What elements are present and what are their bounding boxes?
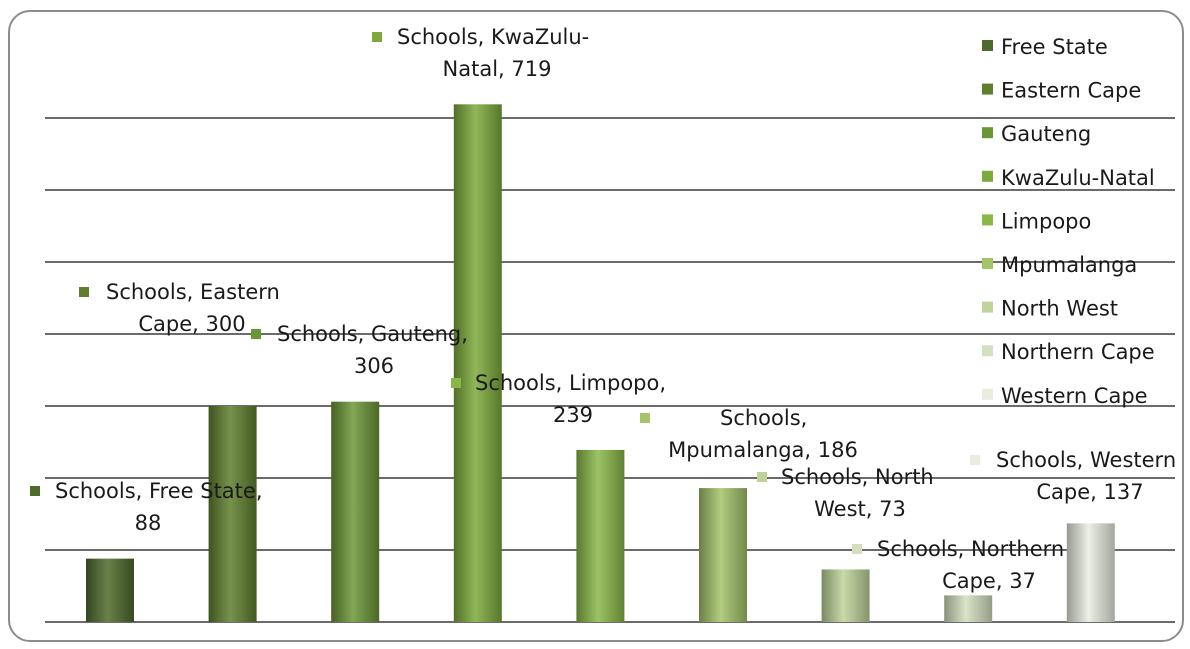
data-label-line1: Schools, Gauteng, <box>277 322 468 346</box>
data-label-line2: West, 73 <box>814 497 906 521</box>
data-label-marker <box>640 413 650 423</box>
legend-item: Free State <box>1001 35 1108 59</box>
data-label-marker <box>372 32 382 42</box>
data-label-line1: Schools, North <box>781 465 934 489</box>
data-label-line2: Natal, 719 <box>443 57 552 81</box>
legend-item: Eastern Cape <box>1001 79 1141 103</box>
bars <box>86 104 1115 622</box>
legend-swatch <box>982 258 993 269</box>
legend-swatch <box>982 301 993 313</box>
data-label-marker <box>79 287 89 297</box>
bar-northern-cape <box>944 595 993 622</box>
data-label-line2: Cape, 300 <box>138 312 245 336</box>
legend-item: North West <box>1001 297 1118 321</box>
legend-swatch <box>982 170 993 182</box>
data-label-line2: 239 <box>553 403 593 427</box>
data-label-line1: Schools, Limpopo, <box>475 371 666 395</box>
legend-item: Mpumalanga <box>1001 253 1137 277</box>
data-label-line1: Schools, KwaZulu- <box>397 25 589 49</box>
legend-swatch <box>982 83 993 95</box>
legend-item: Western Cape <box>1001 384 1148 408</box>
legend-swatch <box>982 388 993 400</box>
legend-swatch <box>982 345 993 357</box>
bar-north-west <box>821 569 870 622</box>
bar-gauteng <box>331 401 380 622</box>
legend-item: KwaZulu-Natal <box>1001 166 1155 190</box>
legend: Free State Eastern Cape Gauteng KwaZulu-Nat… <box>982 35 1155 408</box>
data-label-line1: Schools, Free State, <box>55 479 263 503</box>
legend-swatch <box>982 214 993 226</box>
data-label-marker <box>970 455 980 465</box>
bar-mpumalanga <box>699 488 747 622</box>
data-label-line2: 88 <box>135 511 162 535</box>
data-label-marker <box>852 544 862 554</box>
bar-kwazulu-natal <box>453 104 502 622</box>
data-label-line1: Schools, Northern <box>877 537 1064 561</box>
legend-swatch <box>982 40 993 51</box>
data-label-line1: Schools, Eastern <box>106 280 280 304</box>
data-label-marker <box>251 329 261 339</box>
data-label-line1: Schools, <box>720 406 807 430</box>
data-labels: Schools, Free State, 88 Schools, Eastern Ca… <box>30 25 1176 593</box>
legend-item: Gauteng <box>1001 122 1091 146</box>
data-label-line2: Cape, 37 <box>942 569 1036 593</box>
data-label-marker <box>451 378 461 388</box>
data-label-line2: Mpumalanga, 186 <box>668 438 858 462</box>
bar-western-cape <box>1066 523 1115 622</box>
data-label-line2: Cape, 137 <box>1036 480 1143 504</box>
legend-item: Limpopo <box>1001 209 1091 233</box>
bar-limpopo <box>576 449 625 622</box>
legend-swatch <box>982 127 993 139</box>
legend-item: Northern Cape <box>1001 340 1155 364</box>
data-label-marker <box>30 486 40 496</box>
bar-eastern-cape <box>208 406 257 622</box>
data-label-line1: Schools, Western <box>996 448 1176 472</box>
bar-free-state <box>86 558 134 622</box>
data-label-marker <box>757 472 767 482</box>
data-label-line2: 306 <box>354 354 394 378</box>
